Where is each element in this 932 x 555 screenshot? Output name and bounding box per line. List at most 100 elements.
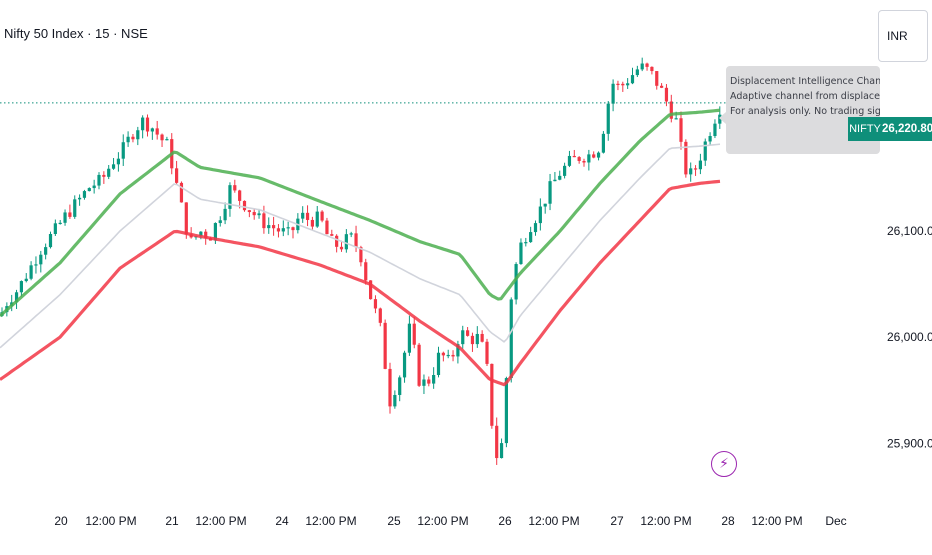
candle-body bbox=[461, 330, 465, 345]
candle-body bbox=[655, 71, 659, 86]
candle-body bbox=[325, 220, 329, 235]
candle-body bbox=[199, 231, 203, 237]
candle-body bbox=[82, 191, 87, 198]
candle-body bbox=[39, 254, 43, 265]
candle-body bbox=[145, 117, 150, 132]
candle-body bbox=[24, 278, 28, 282]
candle-body bbox=[383, 322, 387, 369]
candle-body bbox=[349, 233, 353, 235]
candle-body bbox=[48, 233, 53, 248]
candle-body bbox=[320, 211, 324, 221]
indicator-tooltip: Displacement Intelligence Channel (DIC) … bbox=[726, 66, 880, 154]
candle-body bbox=[660, 85, 664, 88]
candle-body bbox=[402, 352, 407, 378]
candle-body bbox=[286, 227, 290, 229]
candle-body bbox=[524, 242, 528, 244]
candle-body bbox=[417, 344, 421, 386]
tooltip-line-1: Displacement Intelligence Channel (DIC) bbox=[730, 76, 880, 87]
candle-body bbox=[92, 185, 96, 189]
candle-body bbox=[626, 83, 630, 86]
candle-body bbox=[669, 101, 673, 119]
candle-body bbox=[640, 63, 644, 70]
candle-body bbox=[703, 141, 707, 161]
candle-body bbox=[165, 139, 169, 141]
candle-body bbox=[587, 154, 591, 163]
candle-body bbox=[204, 231, 208, 239]
candle-body bbox=[179, 182, 184, 203]
channel-bands-layer bbox=[0, 108, 721, 387]
candle-body bbox=[466, 330, 470, 336]
candle-body bbox=[451, 354, 455, 357]
candle-body bbox=[78, 197, 82, 200]
candle-body bbox=[684, 141, 688, 175]
y-tick-label: 26,000.00 bbox=[887, 330, 932, 344]
candle-body bbox=[378, 308, 382, 323]
candle-body bbox=[252, 212, 256, 216]
candle-body bbox=[68, 212, 72, 217]
candle-body bbox=[335, 235, 339, 247]
x-tick-label: 26 bbox=[498, 514, 512, 528]
candle-body bbox=[456, 344, 460, 357]
candle-body bbox=[533, 223, 538, 233]
candle-body bbox=[359, 247, 363, 263]
candle-body bbox=[596, 152, 601, 158]
candle-body bbox=[262, 213, 266, 229]
x-tick-label: 12:00 PM bbox=[640, 514, 691, 528]
candle-body bbox=[369, 280, 373, 300]
candle-body bbox=[490, 363, 494, 426]
candle-body bbox=[635, 69, 639, 76]
candle-body bbox=[572, 155, 576, 158]
candle-body bbox=[281, 228, 285, 232]
candle-body bbox=[14, 292, 19, 303]
candle-body bbox=[364, 262, 368, 281]
candle-body bbox=[509, 299, 513, 379]
candle-body bbox=[305, 212, 310, 220]
candle-body bbox=[228, 185, 232, 209]
currency-button[interactable]: INR bbox=[878, 10, 928, 62]
candle-body bbox=[519, 242, 523, 265]
candle-body bbox=[553, 179, 557, 182]
candle-body bbox=[398, 377, 402, 395]
candle-body bbox=[267, 225, 271, 229]
y-tick-label: 26,100.00 bbox=[887, 224, 932, 238]
candles-layer bbox=[0, 57, 722, 465]
x-tick-label: 28 bbox=[721, 514, 735, 528]
candle-body bbox=[499, 443, 504, 459]
candle-body bbox=[679, 118, 683, 142]
lightning-bolt-icon[interactable]: ⚡ bbox=[711, 451, 737, 477]
tooltip-pointer bbox=[719, 112, 726, 124]
candle-body bbox=[111, 164, 116, 169]
candle-body bbox=[58, 222, 62, 225]
candle-body bbox=[155, 128, 159, 135]
candle-body bbox=[141, 117, 145, 131]
candle-body bbox=[708, 136, 712, 142]
candle-body bbox=[388, 368, 392, 407]
candle-body bbox=[373, 299, 378, 309]
x-tick-label: 20 bbox=[54, 514, 68, 528]
candle-body bbox=[175, 168, 179, 183]
x-tick-label: 12:00 PM bbox=[305, 514, 356, 528]
candle-body bbox=[621, 83, 625, 86]
candle-body bbox=[160, 134, 164, 141]
candle-body bbox=[407, 323, 411, 353]
candle-body bbox=[504, 378, 508, 444]
candle-body bbox=[310, 219, 314, 227]
candle-body bbox=[563, 165, 567, 176]
candle-body bbox=[441, 352, 445, 356]
candle-body bbox=[344, 234, 348, 250]
candle-body bbox=[184, 202, 188, 235]
x-tick-label: 12:00 PM bbox=[417, 514, 468, 528]
candle-body bbox=[616, 83, 620, 85]
candle-body bbox=[242, 200, 247, 211]
x-tick-label: 12:00 PM bbox=[195, 514, 246, 528]
candle-body bbox=[34, 264, 38, 266]
candle-body bbox=[698, 160, 702, 170]
candle-body bbox=[650, 66, 654, 72]
candle-body bbox=[116, 158, 120, 165]
candle-body bbox=[689, 168, 693, 175]
candle-body bbox=[150, 128, 154, 132]
x-tick-label: 12:00 PM bbox=[751, 514, 802, 528]
candle-body bbox=[301, 212, 305, 219]
